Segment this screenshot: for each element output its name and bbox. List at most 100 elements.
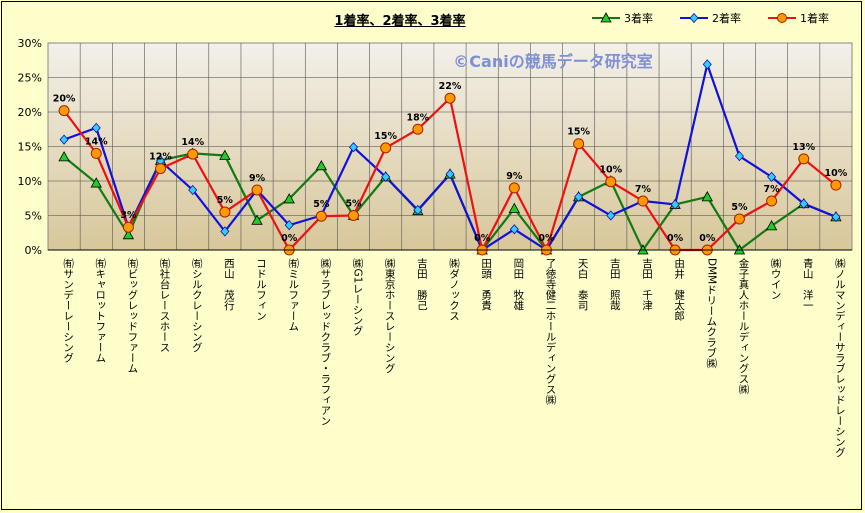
point-2nd: [767, 171, 777, 182]
data-label: 10%: [599, 165, 622, 176]
legend-marker: [600, 12, 612, 23]
data-label: 3%: [120, 210, 137, 221]
x-tick-label: 吉田 千津: [641, 258, 653, 311]
point-2nd: [606, 210, 616, 221]
point-2nd: [670, 199, 680, 210]
x-tick-label: ㈱G1レーシング: [352, 258, 364, 336]
data-label: 0%: [667, 233, 684, 244]
x-tick-label: ㈲社台レースホース: [159, 258, 171, 353]
y-tick-label: 30%: [18, 37, 42, 50]
y-tick-label: 5%: [25, 210, 42, 223]
point-1st: [733, 213, 745, 225]
data-label: 5%: [731, 202, 748, 213]
x-tick-label: ㈲シルクレーシング: [191, 258, 203, 353]
point-3rd: [283, 193, 295, 204]
x-tick-label: DMMドリームクラブ㈱: [705, 258, 717, 368]
data-label: 13%: [792, 142, 815, 153]
point-2nd: [799, 198, 809, 209]
legend-label: 2着率: [712, 11, 741, 25]
point-2nd: [574, 191, 584, 202]
x-tick-label: 岡田 牧雄: [512, 258, 524, 311]
data-label: 18%: [406, 112, 429, 123]
data-label: 14%: [85, 136, 108, 147]
y-tick-label: 0%: [25, 244, 42, 257]
x-tick-label: ㈲ミルファーム: [287, 258, 299, 332]
data-label: 0%: [281, 233, 298, 244]
point-2nd: [831, 211, 841, 222]
x-tick-label: ㈱ウイン: [770, 258, 782, 300]
point-1st: [315, 210, 327, 222]
point-2nd: [413, 204, 423, 216]
point-2nd: [91, 122, 101, 133]
point-2nd: [509, 224, 519, 235]
x-tick-label: 西山 茂行: [223, 258, 235, 311]
x-tick-label: コドルフィン: [255, 258, 267, 321]
point-1st: [155, 163, 167, 175]
data-label: 9%: [506, 171, 523, 182]
point-1st: [508, 182, 520, 194]
point-1st: [573, 138, 585, 150]
x-tick-label: ㈱ダノックス: [448, 258, 460, 321]
x-tick-label: ㈲ビッグレッドファーム: [126, 258, 138, 374]
point-3rd: [219, 149, 231, 160]
x-tick-label: ㈱東京ホースレーシング: [384, 258, 396, 374]
data-label: 15%: [374, 131, 397, 142]
point-1st: [830, 179, 842, 191]
watermark-text: ©Caniの競馬データ研究室: [453, 52, 652, 71]
y-tick-label: 25%: [18, 72, 42, 85]
point-3rd: [251, 214, 263, 225]
point-2nd: [59, 134, 69, 145]
x-tick-label: 青山 洋一: [802, 257, 814, 310]
point-1st: [444, 92, 456, 104]
point-1st: [766, 195, 778, 207]
point-3rd: [58, 151, 70, 162]
point-3rd: [508, 202, 520, 214]
data-label: 15%: [567, 127, 590, 138]
x-tick-label: 田頭 勇貴: [480, 258, 492, 311]
point-2nd: [381, 171, 391, 182]
data-label: 0%: [699, 233, 716, 244]
data-label: 5%: [345, 199, 362, 210]
data-label: 0%: [474, 233, 491, 244]
data-label: 7%: [635, 184, 652, 195]
point-1st: [637, 195, 649, 207]
y-tick-label: 10%: [18, 175, 42, 188]
point-1st: [412, 123, 424, 135]
data-label: 14%: [181, 137, 204, 148]
legend-label: 3着率: [624, 11, 653, 25]
point-1st: [58, 105, 70, 117]
legend-marker: [777, 13, 787, 23]
y-tick-label: 20%: [18, 106, 42, 119]
data-label: 10%: [825, 168, 848, 179]
x-tick-label: 吉田 勝己: [416, 258, 428, 311]
x-tick-label: ㈲サンデーレーシング: [62, 258, 74, 363]
data-label: 5%: [217, 195, 234, 206]
point-2nd: [188, 184, 198, 196]
data-label: 22%: [439, 81, 462, 92]
x-tick-label: 由井 健太郎: [673, 257, 685, 322]
point-3rd: [122, 228, 135, 240]
y-tick-label: 15%: [18, 141, 42, 154]
point-1st: [380, 142, 392, 154]
data-label: 7%: [764, 184, 781, 195]
x-tick-label: 天白 泰司: [577, 258, 589, 311]
point-3rd: [765, 220, 778, 231]
legend-label: 1着率: [800, 11, 829, 25]
data-label: 5%: [313, 199, 330, 210]
point-2nd: [348, 142, 359, 153]
point-1st: [605, 176, 617, 188]
point-1st: [219, 206, 231, 218]
point-2nd: [734, 151, 744, 162]
point-1st: [90, 147, 102, 159]
point-2nd: [284, 220, 294, 231]
point-2nd: [220, 226, 230, 237]
point-2nd: [445, 168, 455, 180]
point-3rd: [701, 191, 713, 202]
data-label: 20%: [53, 94, 76, 105]
x-tick-label: ㈲キャロットファーム: [94, 258, 106, 363]
data-label: 9%: [249, 173, 266, 184]
point-1st: [798, 153, 810, 165]
point-1st: [251, 184, 263, 196]
chart-title: 1着率、2着率、3着率: [334, 14, 466, 29]
